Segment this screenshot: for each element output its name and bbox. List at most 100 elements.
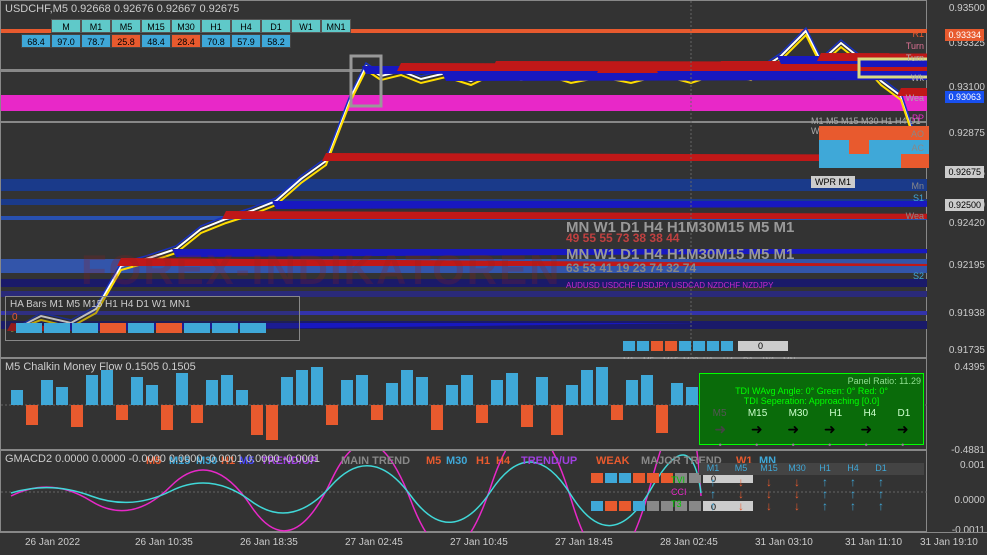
mini-header: M30 — [783, 463, 811, 475]
tdi-panel: Panel Ratio: 11.29 TDI WAvg Angle: 0° Gr… — [699, 373, 924, 445]
tf-button[interactable]: M — [51, 19, 81, 33]
arrow-cell: ↑ — [839, 475, 867, 487]
x-label: 31 Jan 11:10 — [845, 537, 902, 548]
habar-cell — [100, 323, 126, 333]
x-label: 27 Jan 02:45 — [345, 537, 403, 548]
arrow-cell: ↑ — [699, 487, 727, 499]
mini-header: M5 — [727, 463, 755, 475]
tf-button[interactable]: H1 — [201, 19, 231, 33]
svg-text:W1: W1 — [763, 356, 776, 359]
side-label: S1 — [913, 193, 924, 203]
mini-header: M15 — [755, 463, 783, 475]
tf-button[interactable]: H4 — [231, 19, 261, 33]
svg-text:D1: D1 — [743, 356, 754, 359]
arrow-cell: ↑ — [839, 499, 867, 511]
tdi-dot: • — [792, 440, 795, 450]
svg-text:H4: H4 — [723, 356, 734, 359]
side-label: Mn — [911, 181, 924, 191]
tdi-line2: TDI Seperation: Approaching [0.0] — [702, 396, 921, 406]
habar-cell — [72, 323, 98, 333]
x-label: 31 Jan 03:10 — [755, 537, 813, 548]
side-label: S2 — [913, 271, 924, 281]
tdi-line1: TDI WAvg Angle: 0° Green: 0° Red: 0° — [702, 386, 921, 396]
x-label: 28 Jan 02:45 — [660, 537, 718, 548]
side-label: PP — [912, 113, 924, 123]
trend-label: MAIN TREND — [341, 455, 410, 467]
habars-panel: HA Bars M1 M5 M15 H1 H4 D1 W1 MN1 0 — [5, 296, 300, 341]
arrow-cell: ↓ — [783, 499, 811, 511]
tdi-dot: • — [901, 440, 904, 450]
tdi-ratio: Panel Ratio: 11.29 — [702, 376, 921, 386]
gmacd-chart[interactable]: GMACD2 0.0000 0.0000 -0.0000 0.0000 -0.0… — [0, 450, 927, 532]
arrow-cell: ↑ — [811, 475, 839, 487]
habar-cell — [156, 323, 182, 333]
tf-button[interactable]: M5 — [111, 19, 141, 33]
x-label: 31 Jan 19:10 — [920, 537, 978, 548]
mini-header: D1 — [867, 463, 895, 475]
tf-button[interactable]: D1 — [261, 19, 291, 33]
tf-button[interactable]: M1 — [81, 19, 111, 33]
svg-text:M30: M30 — [683, 356, 699, 359]
arrow-cell: ↑ — [839, 487, 867, 499]
habars-zero: 0 — [6, 312, 299, 323]
tf-button[interactable]: M15 — [141, 19, 171, 33]
tdi-col: H4 — [863, 408, 876, 419]
side-label: Wk — [911, 73, 924, 83]
arrow-cell: ↓ — [783, 487, 811, 499]
tdi-dot: • — [755, 440, 758, 450]
value-cell: 58.2 — [261, 34, 291, 48]
price-box: 0.93063 — [945, 91, 984, 103]
side-label: Wea — [906, 93, 924, 103]
svg-text:H1: H1 — [703, 356, 714, 359]
trend-label: H1 — [476, 455, 490, 467]
side-label: AC — [911, 143, 924, 153]
cmf-chart[interactable]: M5 Chalkin Money Flow 0.1505 0.1505 Pane… — [0, 358, 927, 450]
mini-header: M1 — [699, 463, 727, 475]
price-box: 0.93334 — [945, 29, 984, 41]
timeframe-buttons: MM1M5M15M30H1H4D1W1MN1 — [51, 19, 351, 33]
y-label: 0.91938 — [949, 308, 985, 319]
tdi-arrow: ➜ — [787, 421, 799, 438]
x-label: 26 Jan 18:35 — [240, 537, 298, 548]
value-cell: 70.8 — [201, 34, 231, 48]
y-label: 0.91735 — [949, 345, 985, 356]
mini-row-label: T3 — [671, 499, 682, 509]
arrow-cell: ↓ — [783, 475, 811, 487]
cmf-title: M5 Chalkin Money Flow 0.1505 0.1505 — [5, 361, 196, 373]
mini-row-label: TVI — [671, 475, 685, 485]
value-cell: 68.4 — [21, 34, 51, 48]
svg-text:MN: MN — [783, 356, 796, 359]
x-label: 26 Jan 2022 — [25, 537, 80, 548]
trend-label: H4 — [496, 455, 510, 467]
arrow-cell: ↑ — [811, 499, 839, 511]
side-label: AO — [911, 129, 924, 139]
mini-header: H1 — [811, 463, 839, 475]
trend-label: M5 — [426, 455, 441, 467]
habar-cell — [212, 323, 238, 333]
habar-cell — [184, 323, 210, 333]
tdi-arrow: ➜ — [860, 421, 872, 438]
value-buttons: 68.497.078.725.848.428.470.857.958.2 — [21, 34, 291, 48]
tf-button[interactable]: M30 — [171, 19, 201, 33]
y-label: 0.93500 — [949, 3, 985, 14]
tdi-arrow: ➜ — [897, 421, 909, 438]
y-label: 0.92875 — [949, 128, 985, 139]
side-label: Turn — [906, 53, 924, 63]
svg-text:0: 0 — [758, 341, 763, 351]
tdi-dot: • — [719, 440, 722, 450]
trend-label: TREND/UP — [521, 455, 577, 467]
habar-cell — [240, 323, 266, 333]
trend-label: M30 — [446, 455, 467, 467]
side-label: Turn — [906, 41, 924, 51]
arrow-cell: ↓ — [755, 499, 783, 511]
tf-button[interactable]: MN1 — [321, 19, 351, 33]
x-axis: 26 Jan 202226 Jan 10:3526 Jan 18:3527 Ja… — [0, 532, 987, 555]
main-chart[interactable]: USDCHF,M5 0.92668 0.92676 0.92667 0.9267… — [0, 0, 927, 358]
tf-button[interactable]: W1 — [291, 19, 321, 33]
y-axis: 0.935000.933250.931000.928750.926750.925… — [927, 0, 987, 532]
indicator-arrows-table: M1M5M15M30H1H4D1 ↑↓↓↓↑↑↑TVI↑↓↓↓↑↑↑CCI↑↓↓… — [699, 463, 924, 525]
y-label: -0.4881 — [951, 445, 985, 456]
price-box: 0.92500 — [945, 199, 984, 211]
arrow-cell: ↑ — [867, 487, 895, 499]
tdi-col: M15 — [748, 408, 767, 419]
